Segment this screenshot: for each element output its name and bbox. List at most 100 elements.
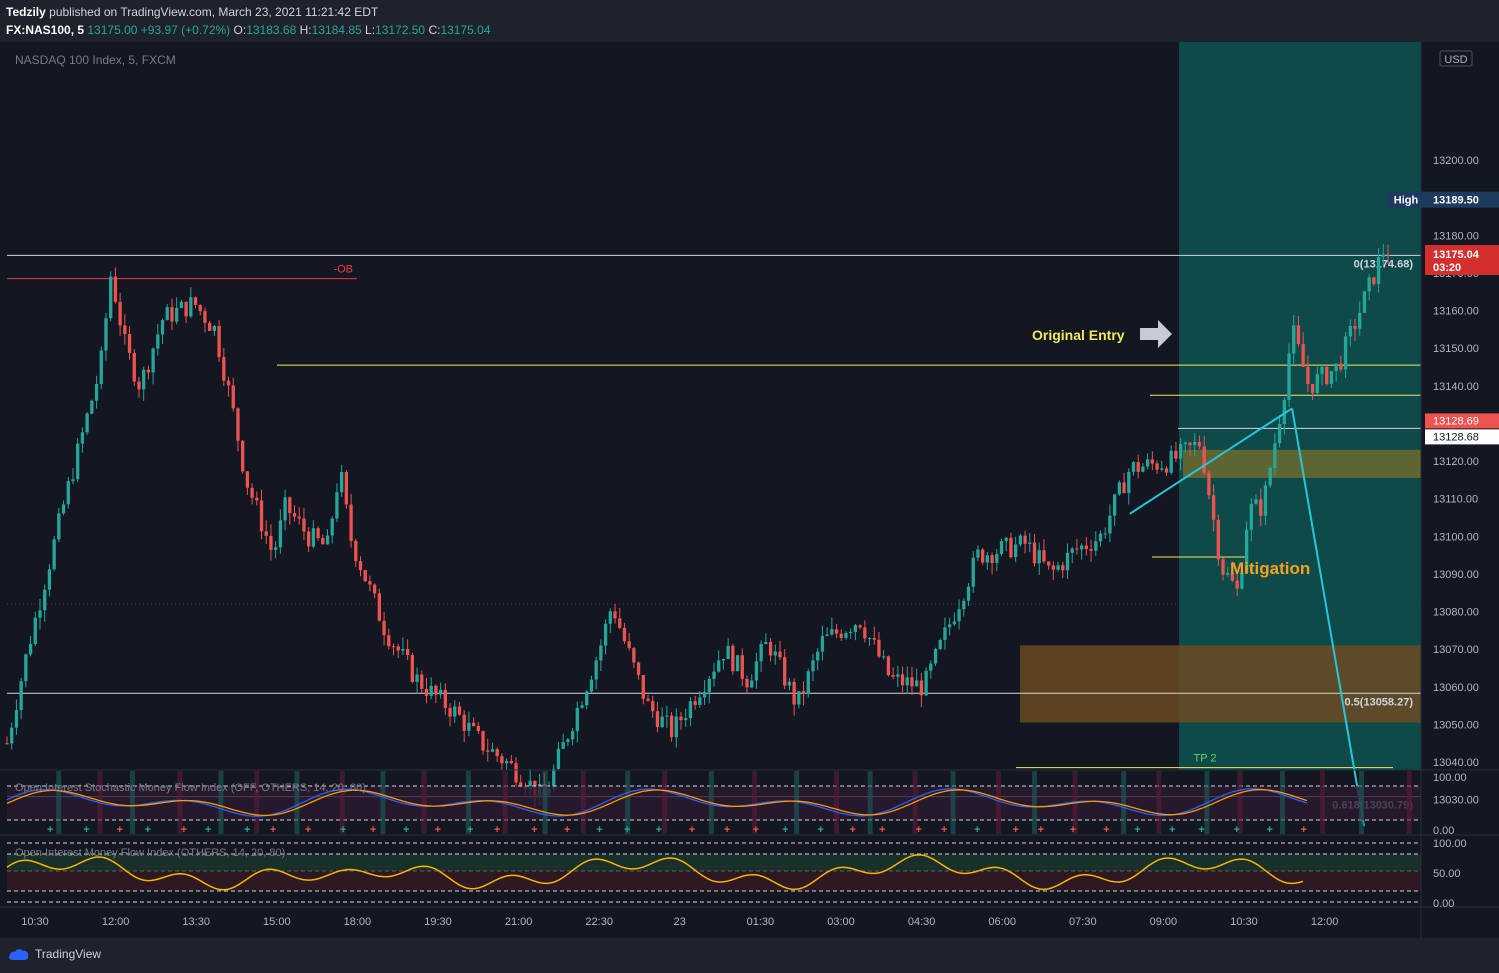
candle-body <box>891 675 895 677</box>
candle-body <box>1343 336 1348 370</box>
symbol-label[interactable]: FX:NAS100, 5 <box>6 23 85 37</box>
signal-plus-icon: + <box>656 824 662 836</box>
candle-body <box>933 648 938 664</box>
candle-body <box>1098 533 1103 542</box>
candle-body <box>750 680 754 688</box>
stoch-signal-bar <box>294 771 300 834</box>
candle-body <box>1348 326 1352 337</box>
candle-body <box>391 646 396 648</box>
candle-body <box>768 641 773 656</box>
candle-body <box>1240 572 1244 589</box>
candle-body <box>1249 503 1253 530</box>
candle-body <box>806 671 810 694</box>
candle-body <box>415 674 419 682</box>
candle-body <box>349 504 353 541</box>
candle-body <box>160 320 165 335</box>
candle-body <box>325 535 330 545</box>
candle-body <box>1362 291 1367 313</box>
candle-body <box>316 528 320 539</box>
candle-body <box>1009 537 1013 558</box>
candle-body <box>811 660 815 672</box>
indicator-1-tick: 0.00 <box>1433 825 1454 837</box>
candle-body <box>1367 277 1371 292</box>
mitigation-label: Mitigation <box>1230 559 1310 578</box>
candle-body <box>1150 459 1154 464</box>
currency-badge[interactable] <box>1439 50 1473 67</box>
candle-body <box>429 685 433 696</box>
candle-body <box>783 657 787 686</box>
y-tick-label: 13080.00 <box>1433 607 1479 619</box>
indicator-2-tick: 100.00 <box>1433 838 1467 850</box>
candle-body <box>655 711 660 728</box>
candle-body <box>471 722 476 726</box>
candle-body <box>109 276 113 319</box>
candle-body <box>627 641 631 649</box>
candle-body <box>339 472 344 493</box>
candle-body <box>231 385 235 409</box>
candle-body <box>905 677 909 686</box>
stoch-signal-bar <box>1320 771 1326 834</box>
candle-body <box>61 504 66 514</box>
x-tick-label: 19:30 <box>424 916 452 928</box>
candle-body <box>1254 499 1258 504</box>
candle-body <box>123 325 127 335</box>
candle-body <box>457 706 462 715</box>
y-tick-label: 13050.00 <box>1433 719 1479 731</box>
candle-body <box>1306 366 1310 384</box>
stoch-signal-bar <box>662 771 668 834</box>
stoch-signal-bar <box>625 771 631 834</box>
candle-body <box>1226 572 1230 575</box>
tradingview-logo[interactable]: TradingView <box>8 947 101 961</box>
stoch-signal-bar <box>380 771 386 834</box>
candle-body <box>1094 541 1098 551</box>
candle-body <box>24 654 28 682</box>
candle-body <box>259 500 264 532</box>
y-tick-label: 13040.00 <box>1433 757 1479 769</box>
publish-info: Tedzily published on TradingView.com, Ma… <box>6 5 378 19</box>
candle-body <box>1169 450 1173 473</box>
candle-body <box>142 369 146 390</box>
chart-area[interactable]: 0(13174.68)0.5(13058.27)0.618(13030.79)-… <box>0 42 1499 938</box>
signal-plus-icon: + <box>116 824 122 836</box>
candle-body <box>1051 565 1056 570</box>
candle-body <box>1193 441 1197 446</box>
stoch-signal-bar <box>421 771 427 834</box>
candle-body <box>962 600 966 610</box>
candle-body <box>938 639 942 649</box>
candle-body <box>151 348 155 373</box>
candle-body <box>269 535 273 550</box>
candle-body <box>1287 353 1291 400</box>
candle-body <box>283 497 287 521</box>
author-name[interactable]: Tedzily <box>6 5 46 19</box>
candle-body <box>787 681 792 686</box>
cloud-icon <box>9 949 29 960</box>
candle-body <box>189 297 193 317</box>
price-axis[interactable] <box>1421 42 1499 938</box>
candle-body <box>1023 535 1027 544</box>
candle-body <box>1263 485 1268 516</box>
stoch-signal-bar <box>867 771 873 834</box>
signal-plus-icon: + <box>1013 824 1019 836</box>
candle-body <box>1301 344 1305 367</box>
candle-body <box>57 513 61 540</box>
signal-plus-icon: + <box>879 824 885 836</box>
candle-body <box>1155 463 1159 470</box>
candle-body <box>47 569 52 590</box>
candle-body <box>825 634 829 636</box>
candle-body <box>896 674 900 677</box>
line-price-tag <box>1425 413 1499 429</box>
candle-body <box>1376 257 1381 285</box>
candle-body <box>1358 312 1362 329</box>
candle-body <box>519 782 523 787</box>
candle-body <box>1259 499 1263 516</box>
candle-body <box>302 518 306 532</box>
signal-plus-icon: + <box>941 824 947 836</box>
supply-demand-zone <box>1020 645 1421 723</box>
indicator-2-name: Open Interest Money Flow Index (OTHERS, … <box>15 847 285 859</box>
candle-body <box>1065 552 1070 571</box>
candle-body <box>1103 533 1107 535</box>
candle-body <box>1122 482 1126 494</box>
candle-body <box>1334 363 1338 371</box>
stoch-signal-bar <box>580 771 586 834</box>
candle-body <box>858 625 862 628</box>
